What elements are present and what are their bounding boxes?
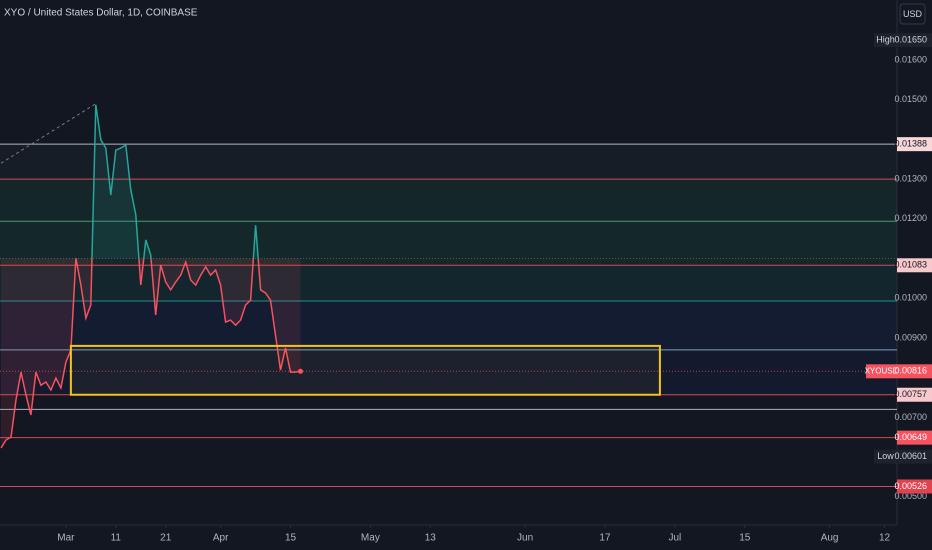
x-tick-label: May: [361, 533, 380, 544]
y-tick-label: 0.01300: [894, 173, 927, 183]
level-tag-label: 0.00757: [894, 389, 927, 399]
level-zone: [0, 144, 897, 180]
x-tick-label: Apr: [213, 533, 229, 544]
level-zone: [0, 179, 897, 222]
price-tag-label: 0.00816: [894, 366, 927, 376]
symbol-tag-label: XYOUSD: [865, 366, 899, 375]
x-tick-label: Mar: [57, 533, 75, 544]
low-value: 0.00601: [894, 451, 927, 461]
y-tick-label: 0.00500: [894, 491, 927, 501]
area-up: [75, 104, 259, 259]
y-tick-label: 0.00900: [894, 332, 927, 342]
level-zone: [0, 221, 897, 266]
level-tag: [897, 387, 932, 402]
symbol-tag: [866, 364, 897, 379]
level-zone: [0, 265, 897, 302]
high-tag: [897, 33, 932, 48]
last-point: [297, 368, 303, 374]
x-tick-label: 13: [425, 533, 437, 544]
x-tick-label: 21: [160, 533, 172, 544]
level-zone: [0, 301, 897, 350]
range-box: [69, 344, 661, 396]
price-tag: [897, 364, 932, 379]
level-zone: [0, 349, 897, 395]
chart-title: XYO / United States Dollar, 1D, COINBASE: [4, 8, 198, 19]
price-line-down: [0, 258, 301, 449]
y-tick-label: 0.01600: [894, 54, 927, 64]
level-tag: [897, 479, 932, 494]
level-tag: [897, 258, 932, 273]
low-name: Low: [877, 451, 894, 461]
low-name-tag: [874, 449, 897, 464]
currency-button[interactable]: [899, 3, 926, 25]
x-tick-label: 15: [739, 533, 751, 544]
high-value: 0.01650: [894, 34, 927, 44]
currency-label[interactable]: USD: [903, 9, 923, 19]
y-tick-label: 0.01200: [894, 213, 927, 223]
x-tick-label: 15: [285, 533, 297, 544]
x-tick-label: 11: [111, 533, 122, 544]
x-tick-label: Jun: [517, 533, 533, 544]
zones: [0, 144, 897, 395]
x-tick-label: 12: [879, 533, 891, 544]
x-tick-label: Aug: [821, 533, 839, 544]
y-tick-label: 0.00700: [894, 412, 927, 422]
level-tag: [897, 430, 932, 445]
level-tag-label: 0.00649: [894, 432, 927, 442]
level-tag-label: 0.01388: [894, 139, 927, 149]
high-name: High: [876, 34, 895, 44]
area-down: [0, 258, 301, 448]
level-tag-label: 0.01083: [894, 260, 927, 270]
x-tick-label: Jul: [668, 533, 681, 544]
x-tick-label: 17: [599, 533, 611, 544]
price-line-up: [75, 104, 259, 259]
high-name-tag: [874, 33, 897, 48]
level-tag-label: 0.00526: [894, 481, 927, 491]
level-tag: [897, 137, 932, 152]
low-tag: [897, 449, 932, 464]
trend-line: [0, 103, 97, 164]
y-tick-label: 0.01000: [894, 293, 927, 303]
y-tick-label: 0.01500: [894, 94, 927, 104]
